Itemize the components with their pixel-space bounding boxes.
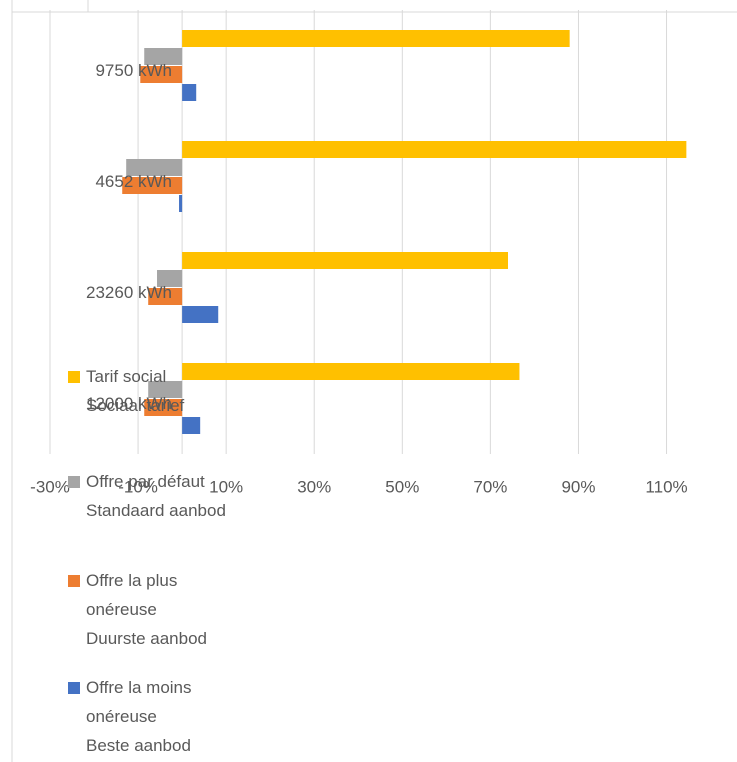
x-tick-label: 90% [561, 477, 595, 496]
bar [148, 288, 183, 305]
bar [148, 381, 183, 398]
y-tick-label: 4652 kWh [95, 172, 172, 191]
legend-entry: Tarif social Sociaal tarief [68, 362, 268, 420]
bar [140, 66, 183, 83]
y-tick-label: 23260 kWh [86, 283, 172, 302]
legend-swatch [68, 476, 80, 488]
bar [157, 270, 183, 287]
legend-swatch [68, 371, 80, 383]
legend: Tarif social Sociaal tarief Offre par déf… [68, 362, 268, 760]
bar [182, 141, 687, 158]
y-tick-label: 9750 kWh [95, 61, 172, 80]
bar [182, 84, 197, 101]
legend-label: Tarif social Sociaal tarief [86, 367, 185, 415]
x-tick-label: -30% [30, 477, 70, 496]
bar [179, 195, 183, 212]
legend-entry: Offre la plus onéreuse Duurste aanbod [68, 566, 268, 653]
bar [122, 177, 183, 194]
legend-label: Offre la plus onéreuse Duurste aanbod [86, 571, 207, 648]
x-tick-label: -10% [118, 477, 158, 496]
bar [144, 399, 183, 416]
x-tick-label: 50% [385, 477, 419, 496]
x-tick-label: 10% [209, 477, 243, 496]
x-tick-label: 30% [297, 477, 331, 496]
legend-swatch [68, 575, 80, 587]
x-tick-label: 110% [645, 477, 687, 496]
bar [126, 159, 183, 176]
legend-entry: Offre la moins onéreuse Beste aanbod [68, 673, 268, 760]
bar [144, 48, 183, 65]
bar [182, 417, 201, 434]
legend-swatch [68, 682, 80, 694]
legend-label: Offre la moins onéreuse Beste aanbod [86, 678, 192, 755]
x-tick-label: 70% [473, 477, 507, 496]
bar [182, 30, 570, 47]
bar [182, 363, 520, 380]
y-tick-label: 12000 kWh [86, 394, 172, 413]
bar [182, 306, 219, 323]
bar [182, 252, 508, 269]
legend-label: Offre par défaut Standaard aanbod [86, 472, 226, 520]
legend-entry: Offre par défaut Standaard aanbod [68, 467, 268, 525]
